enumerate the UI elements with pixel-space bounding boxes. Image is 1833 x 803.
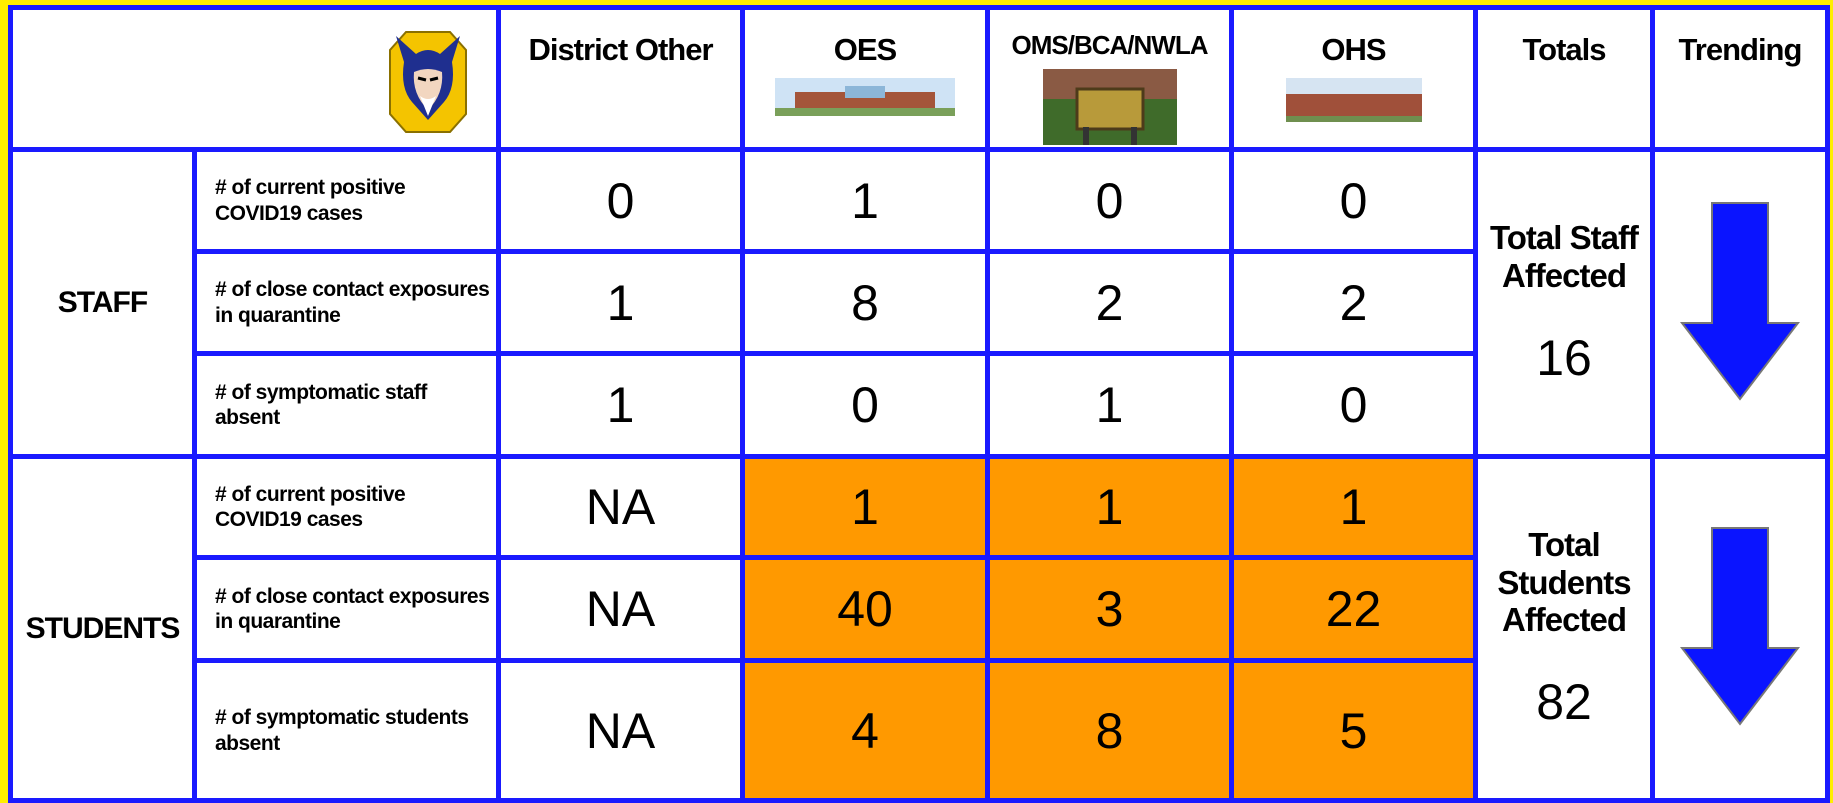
column-header: OES (743, 8, 988, 150)
table-row: STAFF# of current positive COVID19 cases… (11, 150, 1828, 252)
total-cell: Total Students Affected 82 (1476, 457, 1653, 801)
total-label: Total Students Affected (1478, 526, 1650, 640)
column-header: District Other (499, 8, 743, 150)
trend-arrow (1680, 201, 1800, 401)
school-photo (1043, 69, 1177, 145)
value-cell: NA (499, 661, 743, 801)
trend-arrow (1680, 526, 1800, 726)
table-row: STUDENTS# of current positive COVID19 ca… (11, 457, 1828, 558)
column-header: OMS/BCA/NWLA (988, 8, 1232, 150)
value-cell: 1 (988, 354, 1232, 457)
value-cell: NA (499, 558, 743, 661)
value-cell: 8 (988, 661, 1232, 801)
group-label: STAFF (11, 150, 195, 457)
column-header: OHS (1232, 8, 1476, 150)
row-label: # of symptomatic students absent (195, 661, 499, 801)
value-cell: 2 (1232, 252, 1476, 354)
value-cell: 1 (743, 457, 988, 558)
value-cell: 1 (743, 150, 988, 252)
column-header: Trending (1653, 8, 1828, 150)
value-cell: 0 (499, 150, 743, 252)
total-cell: Total Staff Affected 16 (1476, 150, 1653, 457)
trend-cell (1653, 457, 1828, 801)
value-cell: NA (499, 457, 743, 558)
row-label: # of current positive COVID19 cases (195, 457, 499, 558)
value-cell: 3 (988, 558, 1232, 661)
status-table: District Other OES OMS/BCA/NWLA OHS Tota… (8, 5, 1830, 803)
value-cell: 0 (743, 354, 988, 457)
value-cell: 1 (1232, 457, 1476, 558)
column-title: OES (834, 32, 896, 67)
value-cell: 1 (499, 354, 743, 457)
logo-cell (11, 8, 499, 150)
row-label: # of current positive COVID19 cases (195, 150, 499, 252)
trend-cell (1653, 150, 1828, 457)
school-photo (775, 78, 955, 116)
total-value: 82 (1478, 673, 1650, 731)
value-cell: 8 (743, 252, 988, 354)
column-title: OHS (1321, 32, 1385, 67)
value-cell: 4 (743, 661, 988, 801)
header-row: District Other OES OMS/BCA/NWLA OHS Tota… (11, 8, 1828, 150)
value-cell: 0 (1232, 354, 1476, 457)
value-cell: 22 (1232, 558, 1476, 661)
row-label: # of close contact exposures in quaranti… (195, 252, 499, 354)
page: District Other OES OMS/BCA/NWLA OHS Tota… (0, 0, 1833, 796)
value-cell: 2 (988, 252, 1232, 354)
value-cell: 1 (499, 252, 743, 354)
total-value: 16 (1478, 329, 1650, 387)
group-label: STUDENTS (11, 457, 195, 801)
value-cell: 40 (743, 558, 988, 661)
row-label: # of symptomatic staff absent (195, 354, 499, 457)
row-label: # of close contact exposures in quaranti… (195, 558, 499, 661)
logo (386, 28, 470, 136)
column-header: Totals (1476, 8, 1653, 150)
column-title: OMS/BCA/NWLA (1012, 30, 1208, 60)
value-cell: 1 (988, 457, 1232, 558)
value-cell: 0 (988, 150, 1232, 252)
value-cell: 5 (1232, 661, 1476, 801)
school-photo (1286, 78, 1422, 122)
total-label: Total Staff Affected (1478, 219, 1650, 295)
value-cell: 0 (1232, 150, 1476, 252)
